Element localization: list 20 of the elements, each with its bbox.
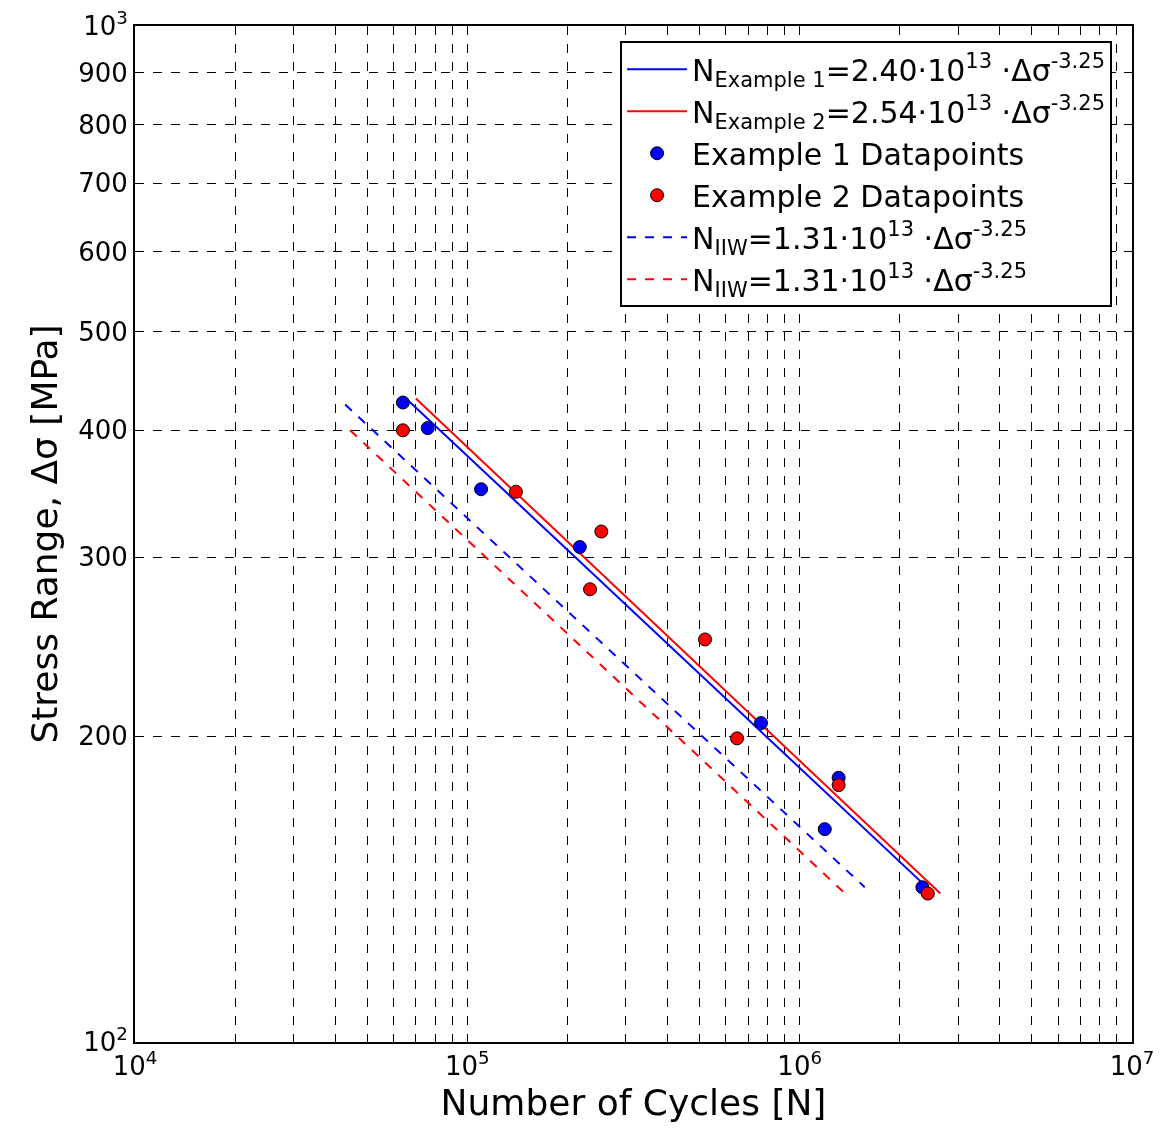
x-axis-title: Number of Cycles [N] bbox=[440, 1082, 827, 1124]
legend-label: N$_{IIW}$=1.31·10$^{13}$ ·Δσ$^{-3.25}$ bbox=[692, 259, 1028, 303]
x-tick-label: 10$^{6}$ bbox=[777, 1047, 823, 1082]
legend-label: Example 2 Datapoints bbox=[692, 178, 1025, 214]
x-tick-label: 10$^{5}$ bbox=[444, 1047, 490, 1082]
y-tick-label: 200 bbox=[78, 721, 128, 752]
y-tick-label: 300 bbox=[78, 542, 128, 573]
legend-label: Example 1 Datapoints bbox=[692, 136, 1025, 172]
y-tick-label: 500 bbox=[78, 316, 128, 347]
y-tick-label: 10$^{3}$ bbox=[83, 7, 128, 42]
y-tick-label: 600 bbox=[78, 236, 128, 267]
y-tick-label: 900 bbox=[78, 57, 128, 88]
legend-label: N$_{Example 2}$=2.54·10$^{13}$ ·Δσ$^{-3.25}$ bbox=[692, 91, 1106, 135]
y-tick-label: 400 bbox=[78, 415, 128, 446]
legend-label: N$_{Example 1}$=2.40·10$^{13}$ ·Δσ$^{-3.25}$ bbox=[692, 49, 1106, 93]
y-tick-label: 800 bbox=[78, 109, 128, 140]
y-tick-label: 700 bbox=[78, 168, 128, 199]
x-tick-label: 10$^{7}$ bbox=[1109, 1047, 1155, 1082]
legend-label: N$_{IIW}$=1.31·10$^{13}$ ·Δσ$^{-3.25}$ bbox=[692, 217, 1028, 261]
y-axis-title: Stress Range, Δσ [MPa] bbox=[23, 324, 65, 744]
